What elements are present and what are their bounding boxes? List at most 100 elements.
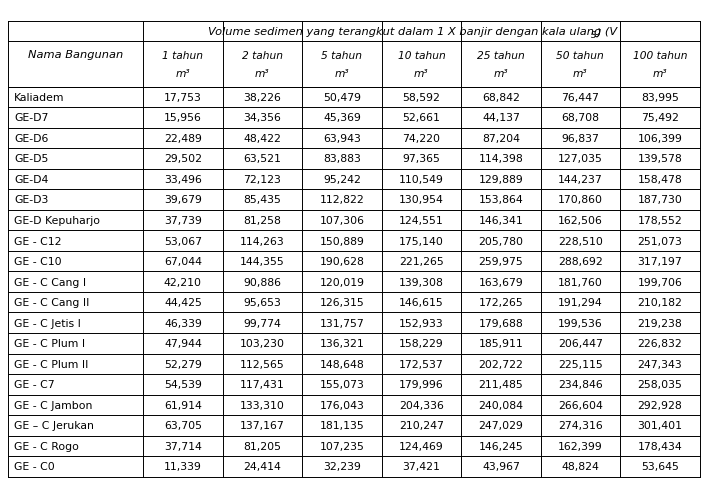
Text: 120,019: 120,019	[320, 277, 365, 287]
Text: Kaliadem: Kaliadem	[14, 92, 64, 103]
Text: 204,336: 204,336	[399, 400, 444, 410]
Text: GE-D Kepuharjo: GE-D Kepuharjo	[14, 215, 100, 226]
Text: GE - C Jambon: GE - C Jambon	[14, 400, 93, 410]
Text: 221,265: 221,265	[399, 257, 444, 267]
Text: 266,604: 266,604	[558, 400, 603, 410]
Text: 106,399: 106,399	[637, 134, 682, 144]
Text: 158,229: 158,229	[399, 338, 444, 348]
Text: 25 tahun: 25 tahun	[477, 51, 525, 61]
Text: 96,837: 96,837	[562, 134, 599, 144]
Text: 162,506: 162,506	[558, 215, 603, 226]
Text: 17,753: 17,753	[164, 92, 202, 103]
Text: 46,339: 46,339	[164, 318, 202, 328]
Text: 87,204: 87,204	[482, 134, 520, 144]
Text: 288,692: 288,692	[558, 257, 603, 267]
Text: 15,956: 15,956	[164, 113, 202, 123]
Text: 153,864: 153,864	[479, 195, 523, 205]
Text: 139,308: 139,308	[399, 277, 444, 287]
Text: 301,401: 301,401	[637, 421, 682, 430]
Text: m³: m³	[176, 69, 190, 79]
Text: 178,434: 178,434	[637, 441, 682, 451]
Text: 124,469: 124,469	[399, 441, 444, 451]
Text: 210,182: 210,182	[637, 298, 682, 307]
Text: 72,123: 72,123	[243, 175, 281, 184]
Text: 199,536: 199,536	[558, 318, 603, 328]
Text: 148,648: 148,648	[320, 359, 365, 369]
Text: 146,615: 146,615	[399, 298, 444, 307]
Text: 175,140: 175,140	[399, 236, 444, 246]
Text: GE - C Plum I: GE - C Plum I	[14, 338, 85, 348]
Text: 32,239: 32,239	[323, 462, 361, 471]
Text: 126,315: 126,315	[320, 298, 365, 307]
Text: ): )	[597, 27, 601, 37]
Text: 179,996: 179,996	[399, 379, 444, 390]
Text: 45,369: 45,369	[323, 113, 361, 123]
Text: 129,889: 129,889	[479, 175, 523, 184]
Text: GE-D7: GE-D7	[14, 113, 48, 123]
Text: 144,237: 144,237	[558, 175, 603, 184]
Text: GE-D5: GE-D5	[14, 154, 48, 164]
Text: 95,653: 95,653	[243, 298, 281, 307]
Text: 100 tahun: 100 tahun	[632, 51, 687, 61]
Text: 11,339: 11,339	[164, 462, 202, 471]
Text: GE-D4: GE-D4	[14, 175, 48, 184]
Text: 95,242: 95,242	[323, 175, 361, 184]
Text: S: S	[591, 31, 597, 40]
Text: 1 tahun: 1 tahun	[163, 51, 203, 61]
Text: 202,722: 202,722	[479, 359, 524, 369]
Text: 185,911: 185,911	[479, 338, 523, 348]
Text: 68,842: 68,842	[482, 92, 520, 103]
Text: 58,592: 58,592	[402, 92, 440, 103]
Text: 97,365: 97,365	[402, 154, 440, 164]
Text: 211,485: 211,485	[479, 379, 523, 390]
Text: m³: m³	[494, 69, 508, 79]
Text: 10 tahun: 10 tahun	[397, 51, 445, 61]
Text: 107,306: 107,306	[320, 215, 365, 226]
Text: 85,435: 85,435	[243, 195, 281, 205]
Text: 158,478: 158,478	[637, 175, 682, 184]
Text: GE - C7: GE - C7	[14, 379, 55, 390]
Text: 176,043: 176,043	[320, 400, 365, 410]
Text: m³: m³	[653, 69, 667, 79]
Text: GE-D6: GE-D6	[14, 134, 48, 144]
Text: m³: m³	[573, 69, 587, 79]
Text: 110,549: 110,549	[399, 175, 444, 184]
Text: 181,135: 181,135	[320, 421, 365, 430]
Text: 54,539: 54,539	[164, 379, 202, 390]
Text: 22,489: 22,489	[164, 134, 202, 144]
Text: 81,205: 81,205	[243, 441, 281, 451]
Text: 43,967: 43,967	[482, 462, 520, 471]
Text: 63,943: 63,943	[323, 134, 361, 144]
Text: 81,258: 81,258	[243, 215, 281, 226]
Text: Nama Bangunan: Nama Bangunan	[28, 49, 123, 60]
Text: 90,886: 90,886	[243, 277, 281, 287]
Text: 181,760: 181,760	[558, 277, 603, 287]
Text: 50,479: 50,479	[323, 92, 361, 103]
Text: 172,537: 172,537	[399, 359, 444, 369]
Text: 179,688: 179,688	[479, 318, 523, 328]
Text: 83,883: 83,883	[323, 154, 361, 164]
Text: 150,889: 150,889	[320, 236, 365, 246]
Text: 47,944: 47,944	[164, 338, 202, 348]
Text: GE - C Cang II: GE - C Cang II	[14, 298, 90, 307]
Text: 199,706: 199,706	[637, 277, 682, 287]
Text: GE - C Jetis I: GE - C Jetis I	[14, 318, 81, 328]
Text: 48,422: 48,422	[243, 134, 281, 144]
Text: 292,928: 292,928	[637, 400, 682, 410]
Text: 37,739: 37,739	[164, 215, 202, 226]
Text: 33,496: 33,496	[164, 175, 202, 184]
Text: 48,824: 48,824	[562, 462, 599, 471]
Text: m³: m³	[414, 69, 429, 79]
Text: 37,421: 37,421	[402, 462, 440, 471]
Text: 225,115: 225,115	[558, 359, 603, 369]
Text: 247,343: 247,343	[637, 359, 682, 369]
Text: 50 tahun: 50 tahun	[557, 51, 604, 61]
Text: 44,137: 44,137	[482, 113, 520, 123]
Text: 107,235: 107,235	[320, 441, 365, 451]
Text: 251,073: 251,073	[637, 236, 682, 246]
Text: 99,774: 99,774	[243, 318, 281, 328]
Text: 146,245: 146,245	[479, 441, 523, 451]
Text: 228,510: 228,510	[558, 236, 603, 246]
Text: 42,210: 42,210	[164, 277, 202, 287]
Text: 259,975: 259,975	[479, 257, 523, 267]
